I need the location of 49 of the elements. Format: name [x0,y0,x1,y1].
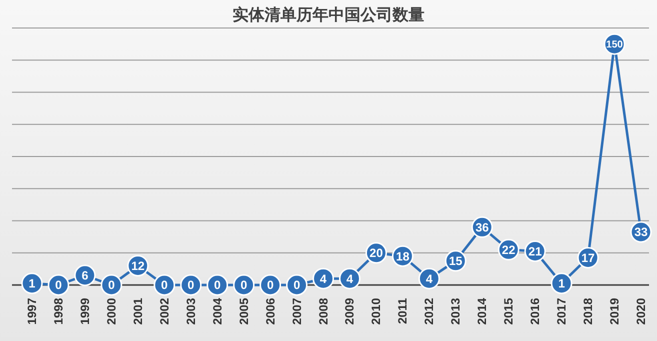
x-tick-label: 2003 [184,298,198,325]
data-label: 17 [581,250,596,265]
x-tick-label: 2019 [608,298,622,325]
x-tick-label: 2012 [422,298,436,325]
data-label: 150 [606,40,624,51]
x-tick-label: 1998 [51,298,66,325]
chart-title: 实体清单历年中国公司数量 [232,5,424,24]
x-tick-label: 2016 [528,298,542,325]
x-tick-label: 1997 [25,298,39,325]
x-tick-label: 2009 [342,298,357,325]
x-tick-label: 2017 [554,298,569,325]
x-tick-label: 2007 [290,298,304,325]
data-label: 0 [55,278,62,292]
data-label: 21 [528,244,542,258]
data-label: 0 [161,278,168,292]
x-tick-label: 2000 [104,298,118,325]
data-label: 15 [448,254,463,268]
data-label: 0 [108,278,116,292]
data-label: 33 [634,225,648,240]
data-label: 0 [293,278,300,292]
x-tick-label: 2010 [369,298,384,325]
x-tick-label: 2020 [634,298,648,325]
x-tick-label: 2018 [581,298,596,325]
data-label: 20 [370,246,384,260]
data-label: 1 [558,276,566,291]
x-tick-label: 2001 [130,298,145,325]
data-label: 22 [502,242,516,257]
data-label: 4 [426,272,433,286]
x-tick-label: 2005 [236,298,251,325]
data-label: 0 [266,278,274,292]
x-tick-label: 2004 [210,298,224,325]
data-label: 1 [28,276,36,291]
x-tick-label: 2002 [157,298,172,325]
data-label: 0 [188,278,195,292]
data-label: 0 [240,278,248,292]
x-tick-label: 2006 [263,298,278,325]
data-label: 4 [346,272,354,286]
x-tick-label: 1999 [78,298,92,325]
x-tick-label: 2008 [316,298,330,325]
data-label: 36 [475,220,490,234]
data-label: 12 [131,258,145,273]
data-label: 6 [82,268,89,283]
x-tick-label: 2015 [502,298,516,325]
x-tick-label: 2011 [396,298,410,324]
data-label: 0 [214,278,222,292]
x-tick-label: 2014 [475,298,490,325]
x-tick-label: 2013 [448,298,463,325]
data-label: 18 [396,249,410,264]
data-label: 4 [320,272,327,286]
